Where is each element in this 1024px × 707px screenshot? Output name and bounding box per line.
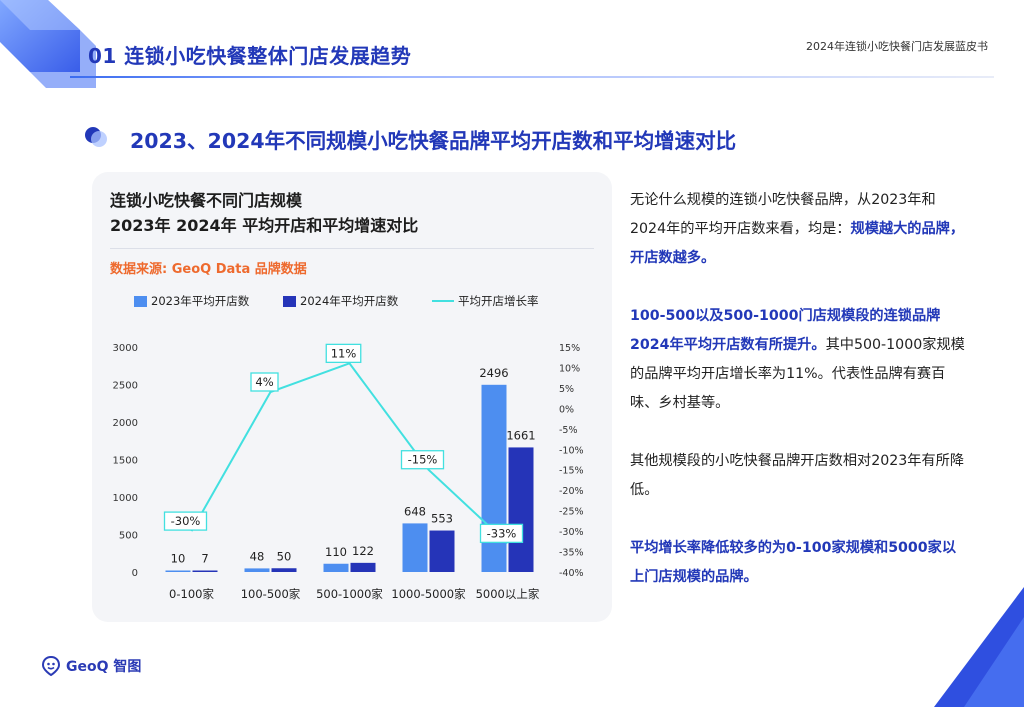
bar-2023 bbox=[323, 563, 349, 572]
growth-rate-label-box bbox=[325, 343, 362, 364]
y-right-tick-label: 15% bbox=[559, 343, 580, 354]
y-right-tick-label: 0% bbox=[559, 404, 574, 415]
commentary-text-2: 其中500-1000家规模的品牌平均开店增长率为11%。代表性品牌有赛百味、乡村… bbox=[630, 337, 965, 411]
growth-rate-line bbox=[190, 362, 509, 545]
bar-2023 bbox=[244, 568, 270, 572]
commentary-text-3: 其他规模段的小吃快餐品牌开店数相对2023年有所降低。 bbox=[630, 453, 965, 498]
y-right-tick-label: -15% bbox=[559, 466, 584, 477]
commentary-paragraph-4: 平均增长率降低较多的为0-100家规模和5000家以上门店规模的品牌。 bbox=[630, 534, 970, 592]
commentary-text-1: 无论什么规模的连锁小吃快餐品牌，从2023年和2024年的平均开店数来看，均是： bbox=[630, 192, 936, 237]
bar-2023 bbox=[165, 570, 191, 572]
heading-bullet-icon bbox=[85, 127, 107, 147]
bar-2024 bbox=[271, 568, 297, 572]
chart-title: 连锁小吃快餐不同门店规模 2023年 2024年 平均开店和平均增速对比 bbox=[110, 188, 418, 238]
chart-title-divider bbox=[110, 248, 594, 249]
x-tick-label: 5000以上家 bbox=[476, 587, 540, 601]
growth-rate-label: -30% bbox=[171, 514, 201, 528]
legend-label: 2023年平均开店数 bbox=[151, 294, 250, 308]
report-name: 2024年连锁小吃快餐门店发展蓝皮书 bbox=[806, 40, 988, 53]
chart-card: 连锁小吃快餐不同门店规模 2023年 2024年 平均开店和平均增速对比 数据来… bbox=[92, 172, 612, 622]
y-left-tick-label: 0 bbox=[132, 568, 138, 579]
bar-line-chart: 0 500 1000 1500 2000 2500 3000 -40% -35% -30% -25%… bbox=[113, 294, 584, 601]
commentary-highlight-2: 100-500以及500-1000门店规模段的连锁品牌2024年平均开店数有所提… bbox=[630, 308, 941, 353]
commentary-paragraph-3: 其他规模段的小吃快餐品牌开店数相对2023年有所降低。 bbox=[630, 447, 970, 505]
bar-2023 bbox=[402, 523, 428, 572]
bar-value-label: 48 bbox=[250, 549, 265, 563]
y-right-tick-label: -25% bbox=[559, 507, 584, 518]
y-left-tick-label: 500 bbox=[119, 531, 138, 542]
y-right-tick-label: -40% bbox=[559, 568, 584, 579]
bar-value-label: 2496 bbox=[479, 366, 508, 380]
chart-title-line1: 连锁小吃快餐不同门店规模 bbox=[110, 191, 303, 210]
bar-value-label: 50 bbox=[277, 549, 292, 563]
growth-rate-label: -33% bbox=[487, 526, 517, 540]
y-right-tick-label: -5% bbox=[559, 425, 578, 436]
y-left-tick-label: 3000 bbox=[113, 343, 138, 354]
geoq-logo: GeoQ 智图 bbox=[40, 655, 141, 677]
chart-title-line2: 2023年 2024年 平均开店和平均增速对比 bbox=[110, 216, 419, 235]
y-left-tick-label: 1000 bbox=[113, 493, 138, 504]
y-right-tick-label: -20% bbox=[559, 486, 584, 497]
bar-value-label: 7 bbox=[201, 552, 208, 566]
commentary-paragraph-2: 100-500以及500-1000门店规模段的连锁品牌2024年平均开店数有所提… bbox=[630, 302, 970, 418]
commentary-highlight-1: 规模越大的品牌，开店数越多。 bbox=[630, 221, 965, 266]
bar-value-label: 10 bbox=[171, 552, 186, 566]
y-right-tick-label: -10% bbox=[559, 445, 584, 456]
growth-rate-label: 11% bbox=[331, 346, 357, 360]
x-tick-label: 0-100家 bbox=[169, 587, 214, 601]
bar-value-label: 122 bbox=[352, 544, 374, 558]
section-title: 01 连锁小吃快餐整体门店发展趋势 bbox=[88, 44, 412, 68]
commentary-paragraph-1: 无论什么规模的连锁小吃快餐品牌，从2023年和2024年的平均开店数来看，均是：… bbox=[630, 186, 970, 273]
legend-swatch bbox=[283, 296, 296, 307]
commentary-highlight-4: 平均增长率降低较多的为0-100家规模和5000家以上门店规模的品牌。 bbox=[630, 540, 957, 585]
y-left-tick-label: 2500 bbox=[113, 381, 138, 392]
decorative-cube bbox=[0, 0, 96, 88]
header-divider bbox=[70, 76, 994, 78]
geoq-logo-icon bbox=[41, 655, 61, 677]
bar-value-label: 110 bbox=[325, 545, 347, 559]
slide-heading: 2023、2024年不同规模小吃快餐品牌平均开店数和平均增速对比 bbox=[130, 129, 737, 153]
y-left-tick-label: 2000 bbox=[113, 418, 138, 429]
decorative-corner bbox=[934, 587, 1024, 707]
chart-source: 数据来源: GeoQ Data 品牌数据 bbox=[110, 262, 307, 277]
bar-value-label: 1661 bbox=[506, 428, 535, 442]
commentary: 无论什么规模的连锁小吃快餐品牌，从2023年和2024年的平均开店数来看，均是：… bbox=[630, 186, 970, 621]
bar-value-label: 553 bbox=[431, 512, 453, 526]
bar-2024 bbox=[429, 530, 455, 572]
y-right-tick-label: 5% bbox=[559, 384, 574, 395]
y-right-tick-label: -35% bbox=[559, 548, 584, 559]
y-left-tick-label: 1500 bbox=[113, 456, 138, 467]
bar-2023 bbox=[481, 384, 507, 572]
x-tick-label: 100-500家 bbox=[241, 587, 301, 601]
geoq-logo-text: GeoQ 智图 bbox=[66, 659, 142, 675]
growth-rate-label-box bbox=[250, 372, 279, 392]
bar-value-label: 648 bbox=[404, 504, 426, 518]
y-right-tick-label: -30% bbox=[559, 527, 584, 538]
legend-swatch bbox=[134, 296, 147, 307]
bar-2024 bbox=[350, 562, 376, 572]
bar-2024 bbox=[192, 570, 218, 572]
growth-rate-label: 4% bbox=[255, 375, 273, 389]
x-tick-label: 500-1000家 bbox=[316, 587, 383, 601]
x-tick-label: 1000-5000家 bbox=[391, 587, 466, 601]
growth-rate-label: -15% bbox=[408, 453, 438, 467]
legend-label: 平均开店增长率 bbox=[458, 294, 539, 308]
growth-rate-label-box bbox=[479, 523, 524, 544]
growth-rate-label-box bbox=[400, 450, 445, 470]
legend-label: 2024年平均开店数 bbox=[300, 294, 399, 308]
y-right-tick-label: 10% bbox=[559, 363, 580, 374]
growth-rate-label-box bbox=[163, 511, 208, 531]
bar-2024 bbox=[508, 447, 534, 572]
